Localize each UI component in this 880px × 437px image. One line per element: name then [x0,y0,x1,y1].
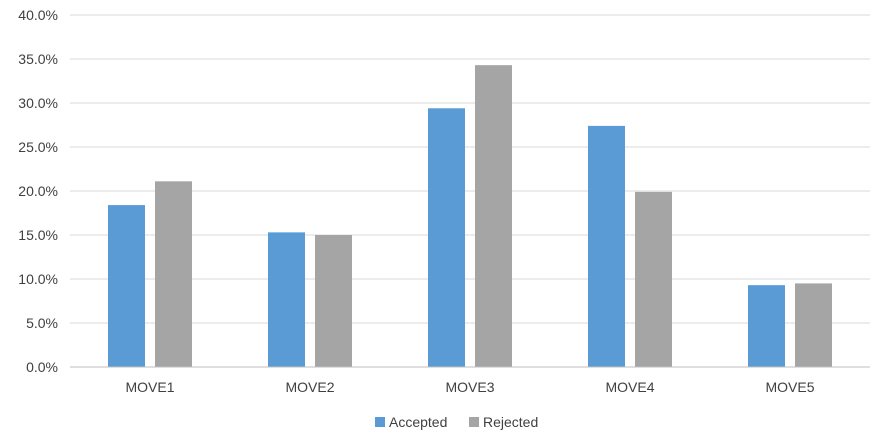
bar-accepted-move3 [428,108,465,367]
legend-swatch-accepted [375,417,385,427]
bar-accepted-move5 [748,285,785,367]
x-category-label: MOVE3 [445,379,494,395]
x-axis: MOVE1 MOVE2 MOVE3 MOVE4 MOVE5 [70,366,870,395]
bar-rejected-move4 [635,191,672,367]
y-tick-label: 0.0% [26,359,58,375]
y-tick-label: 25.0% [18,139,58,155]
bar-rejected-move5 [795,283,832,367]
x-category-label: MOVE2 [285,379,334,395]
legend-label-accepted: Accepted [389,414,447,430]
gridlines [70,14,870,324]
bars [108,65,832,367]
bar-rejected-move3 [475,65,512,367]
bar-accepted-move2 [268,232,305,367]
y-tick-label: 30.0% [18,95,58,111]
y-tick-label: 35.0% [18,51,58,67]
legend-label-rejected: Rejected [483,414,538,430]
bar-accepted-move1 [108,205,145,367]
y-tick-label: 5.0% [26,315,58,331]
y-tick-label: 10.0% [18,271,58,287]
y-tick-label: 15.0% [18,227,58,243]
legend: Accepted Rejected [375,414,538,430]
x-category-label: MOVE1 [125,379,174,395]
bar-rejected-move1 [155,181,192,367]
bar-rejected-move2 [315,235,352,367]
y-tick-label: 20.0% [18,183,58,199]
y-tick-label: 40.0% [18,7,58,23]
y-axis-tick-labels: 0.0% 5.0% 10.0% 15.0% 20.0% 25.0% 30.0% 35.0% 40… [18,7,58,375]
bar-accepted-move4 [588,125,625,367]
x-category-label: MOVE5 [765,379,814,395]
x-category-label: MOVE4 [605,379,654,395]
legend-swatch-rejected [469,417,479,427]
